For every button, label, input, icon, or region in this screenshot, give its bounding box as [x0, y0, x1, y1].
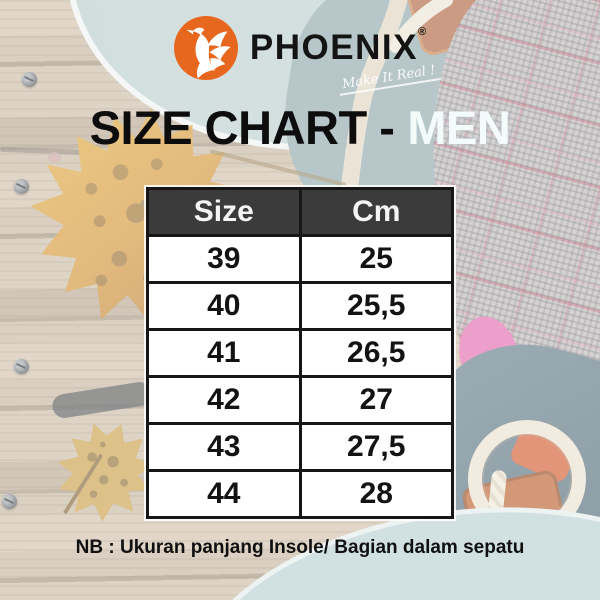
table-row: 43 27,5 [146, 422, 454, 472]
size-value: 40 [146, 281, 302, 331]
size-value: 44 [146, 469, 302, 519]
screw-decoration [2, 494, 17, 509]
cm-value: 28 [298, 469, 454, 519]
cm-value: 25 [298, 234, 454, 284]
size-value: 39 [146, 234, 302, 284]
header-cm: Cm [298, 187, 454, 237]
registered-trademark: ® [417, 26, 427, 38]
table-header-row: Size Cm [146, 187, 454, 237]
header-size: Size [146, 187, 302, 237]
table-row: 44 28 [146, 469, 454, 519]
table-row: 40 25,5 [146, 281, 454, 331]
screw-decoration [22, 72, 37, 87]
size-chart-table: Size Cm 39 25 40 25,5 41 26,5 42 [146, 187, 454, 519]
brand-name: PHOENIX [249, 28, 418, 67]
size-value: 43 [146, 422, 302, 472]
table-row: 39 25 [146, 234, 454, 284]
table-row: 41 26,5 [146, 328, 454, 378]
cm-value: 26,5 [298, 328, 454, 378]
table-row: 42 27 [146, 375, 454, 425]
title-highlight: MEN [407, 101, 511, 154]
pebble-decoration [48, 152, 61, 163]
footnote: NB : Ukuran panjang Insole/ Bagian dalam… [75, 537, 525, 558]
size-value: 41 [146, 328, 302, 378]
title-prefix: SIZE CHART - [89, 101, 395, 154]
dried-leaf-photo [57, 423, 156, 522]
page-title: SIZE CHART - MEN [0, 104, 600, 151]
phoenix-bird-icon [173, 16, 238, 80]
cm-value: 27,5 [298, 422, 454, 472]
brand-logo: PHOENIX ® [0, 16, 600, 80]
brand-name-group: PHOENIX ® [250, 16, 426, 80]
cm-value: 27 [298, 375, 454, 425]
cm-value: 25,5 [298, 281, 454, 331]
size-value: 42 [146, 375, 302, 425]
screw-decoration [14, 179, 29, 194]
screw-decoration [14, 359, 29, 374]
